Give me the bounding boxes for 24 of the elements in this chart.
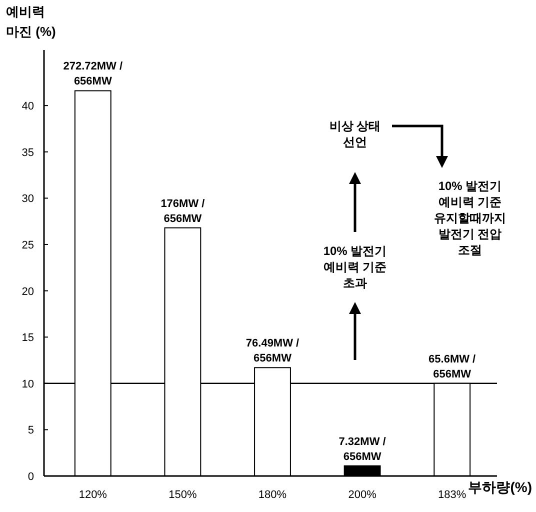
x-tick-label: 120% xyxy=(78,489,108,501)
annotation: 10% 발전기 예비력 기준 초과 xyxy=(323,244,387,290)
x-tick-label: 183% xyxy=(438,489,466,501)
y-tick-label: 15 xyxy=(22,332,34,344)
y-tick-label: 20 xyxy=(22,286,34,298)
x-tick-label: 180% xyxy=(258,489,287,501)
annotation: 7.32MW / 656MW xyxy=(338,436,386,463)
x-axis-title: 부하량(%) xyxy=(468,479,532,495)
y-tick-label: 40 xyxy=(22,100,34,113)
x-tick-label: 150% xyxy=(168,489,197,501)
annotation: 76.49MW / 656MW xyxy=(246,338,300,365)
annotation: 비상 상태 선언 xyxy=(329,119,381,149)
y-tick-label: 0 xyxy=(28,471,34,483)
y-tick-label: 10 xyxy=(22,378,34,390)
y-tick-label: 35 xyxy=(22,146,34,159)
annotation: 176MW / 656MW xyxy=(160,198,205,225)
y-axis-title: 예비력 마진 (%) xyxy=(6,4,56,39)
y-tick-label: 25 xyxy=(22,239,34,252)
x-tick-label: 200% xyxy=(348,489,377,501)
annotation: 10% 발전기 예비력 기준 유지할때까지 발전기 전압 조절 xyxy=(434,179,506,257)
annotation: 65.6MW / 656MW xyxy=(428,353,476,380)
y-tick-label: 30 xyxy=(22,193,34,206)
y-tick-label: 5 xyxy=(28,424,34,437)
annotation: 272.72MW / 656MW xyxy=(63,60,123,88)
